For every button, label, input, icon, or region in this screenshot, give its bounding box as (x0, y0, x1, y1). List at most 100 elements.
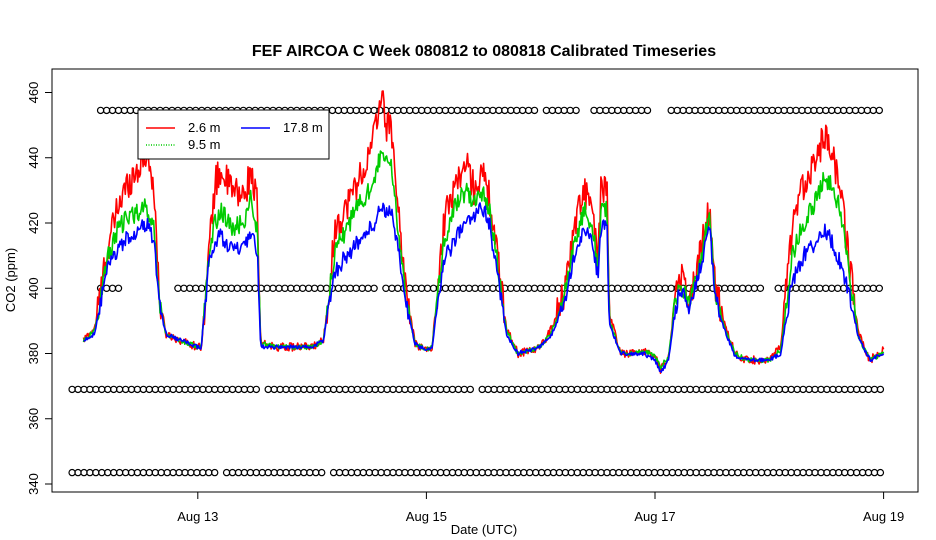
calibration-marker (400, 106, 408, 115)
calibration-marker (312, 385, 320, 394)
calibration-marker (114, 284, 123, 292)
calibration-marker (572, 284, 580, 292)
calibration-marker (596, 106, 604, 115)
calibration-marker (633, 468, 641, 477)
calibration-marker (615, 385, 623, 394)
x-tick-label: Aug 15 (406, 509, 447, 524)
calibration-marker (287, 284, 295, 292)
calibration-marker (453, 106, 461, 115)
calibration-marker (508, 468, 516, 477)
calibration-marker (306, 385, 314, 394)
legend-label-9-5m: 9.5 m (188, 137, 221, 152)
calibration-marker (869, 106, 878, 115)
calibration-marker (221, 284, 230, 292)
calibration-marker (388, 106, 396, 115)
legend-label-17-8m: 17.8 m (283, 120, 323, 135)
calibration-marker (489, 284, 497, 292)
calibration-marker (841, 468, 849, 477)
calibration-marker (199, 468, 207, 477)
calibration-marker (388, 284, 396, 292)
series-line-9-5-m (82, 150, 885, 370)
calibration-marker (591, 468, 599, 477)
calibration-marker (716, 385, 724, 394)
calibration-marker (762, 106, 771, 115)
calibration-marker (542, 106, 551, 115)
calibration-marker (502, 385, 510, 394)
calibration-marker (412, 284, 420, 292)
calibration-marker (526, 385, 534, 394)
calibration-marker (394, 284, 402, 292)
calibration-marker (181, 385, 189, 394)
calibration-marker (483, 284, 491, 292)
calibration-marker (359, 385, 367, 394)
calibration-marker (127, 385, 136, 394)
calibration-marker (841, 385, 849, 394)
calibration-marker (869, 284, 878, 292)
calibration-marker (193, 468, 201, 477)
calibration-marker (318, 385, 326, 394)
calibration-marker (382, 284, 390, 292)
calibration-marker (548, 284, 557, 292)
calibration-marker (537, 385, 546, 394)
calibration-marker (858, 385, 867, 394)
calibration-marker (847, 468, 855, 477)
calibration-marker (471, 284, 479, 292)
calibration-marker (573, 468, 582, 477)
calibration-marker (549, 468, 558, 477)
calibration-marker (851, 106, 860, 115)
calibration-marker (769, 385, 778, 394)
calibration-marker (566, 106, 574, 115)
calibration-marker (532, 468, 540, 477)
calibration-marker (358, 106, 366, 115)
calibration-marker (863, 106, 872, 115)
calibration-marker (591, 385, 599, 394)
calibration-marker (744, 106, 753, 115)
calibration-marker (667, 284, 675, 292)
calibration-marker (358, 284, 366, 292)
calibration-marker (728, 468, 736, 477)
calibration-marker (584, 284, 592, 292)
calibration-marker (631, 284, 640, 292)
calibration-marker (774, 106, 782, 115)
calibration-marker (293, 284, 301, 292)
calibration-marker (590, 106, 598, 115)
calibration-marker (703, 106, 711, 115)
calibration-marker (377, 385, 385, 394)
calibration-marker (734, 385, 742, 394)
calibration-marker (852, 468, 861, 477)
calibration-marker (359, 468, 367, 477)
calibration-marker (92, 468, 100, 477)
calibration-marker (625, 284, 634, 292)
calibration-marker (590, 284, 598, 292)
calibration-marker (419, 468, 427, 477)
calibration-marker (80, 385, 88, 394)
x-axis-label: Date (UTC) (451, 522, 517, 537)
calibration-marker (454, 385, 463, 394)
calibration-marker (401, 468, 409, 477)
calibration-marker (679, 106, 687, 115)
calibration-marker (614, 106, 622, 115)
calibration-marker (763, 468, 772, 477)
calibration-marker (816, 284, 824, 292)
calibration-marker (442, 468, 451, 477)
calibration-marker (787, 468, 795, 477)
calibration-marker (370, 106, 378, 115)
calibration-marker (460, 385, 468, 394)
calibration-marker (518, 284, 527, 292)
calibration-marker (459, 284, 467, 292)
calibration-marker (453, 284, 461, 292)
calibration-marker (490, 468, 498, 477)
calibration-marker (454, 468, 463, 477)
calibration-marker (835, 385, 843, 394)
calibration-marker (109, 468, 118, 477)
calibration-marker (514, 468, 522, 477)
calibration-marker (805, 468, 813, 477)
calibration-marker (792, 284, 800, 292)
calibration-marker (371, 468, 379, 477)
calibration-marker (108, 106, 117, 115)
chart-title: FEF AIRCOA C Week 080812 to 080818 Calib… (252, 43, 716, 60)
calibration-marker (466, 385, 474, 394)
calibration-marker (436, 385, 445, 394)
calibration-marker (199, 385, 207, 394)
calibration-marker (436, 468, 445, 477)
